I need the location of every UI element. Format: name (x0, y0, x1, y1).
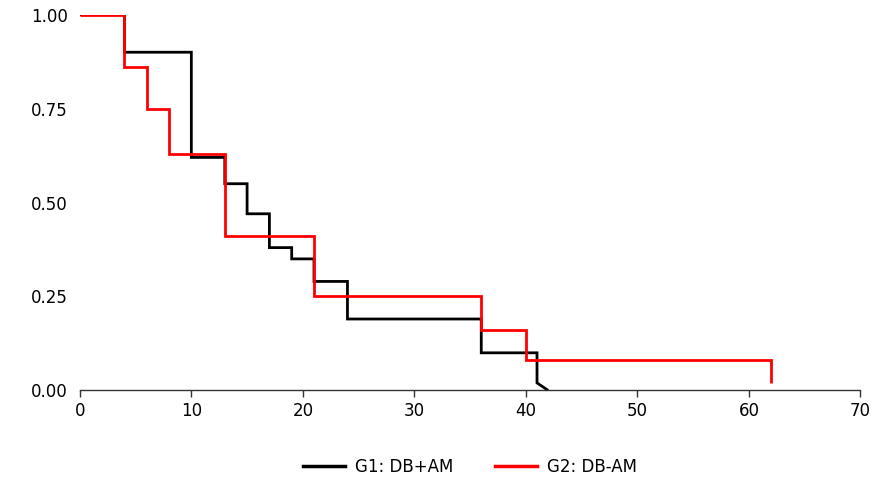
Legend: G1: DB+AM, G2: DB-AM: G1: DB+AM, G2: DB-AM (297, 451, 642, 483)
